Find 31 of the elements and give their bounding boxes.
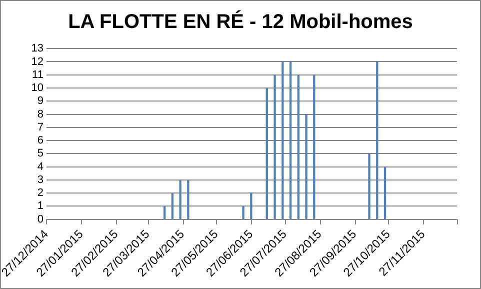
y-tick-label: 0 (37, 213, 44, 226)
chart-title: LA FLOTTE EN RÉ - 12 Mobil-homes (67, 11, 414, 34)
bar (297, 74, 300, 220)
bar (250, 192, 252, 220)
y-tick-label: 2 (37, 187, 44, 200)
y-tick-label: 7 (37, 121, 44, 134)
y-tick-label: 1 (37, 200, 44, 212)
bar (289, 61, 292, 220)
bar (274, 74, 276, 220)
bar (384, 166, 386, 220)
y-tick-label: 5 (37, 148, 44, 160)
y-tick-label: 4 (37, 160, 44, 173)
bar (376, 61, 378, 220)
y-tick-label: 11 (32, 68, 44, 81)
y-tick-label: 10 (31, 82, 44, 94)
y-tick-label: 9 (37, 95, 44, 108)
bar (242, 206, 244, 220)
y-tick-label: 13 (31, 42, 44, 55)
bar (305, 114, 308, 220)
y-tick-label: 8 (37, 108, 44, 120)
bar (171, 192, 174, 220)
bar (187, 180, 190, 220)
bar (282, 61, 284, 220)
y-tick-label: 6 (37, 134, 44, 147)
y-tick-label: 12 (31, 56, 44, 68)
y-tick-label: 3 (37, 174, 44, 186)
bar (313, 74, 316, 220)
bar (368, 153, 370, 220)
bar (163, 206, 166, 220)
bar (179, 180, 182, 220)
bar (266, 88, 268, 220)
